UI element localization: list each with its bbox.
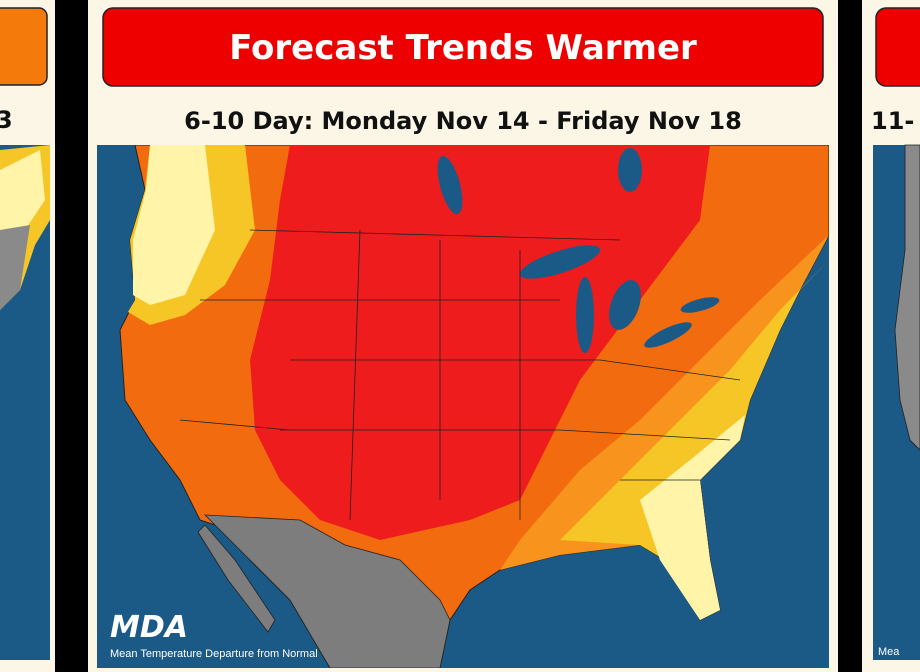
right-panel: 11- Mea bbox=[862, 0, 920, 672]
map-region bbox=[0, 225, 30, 310]
map-region bbox=[640, 415, 745, 620]
panel-header bbox=[102, 7, 824, 87]
map-baja bbox=[197, 524, 276, 633]
map-region bbox=[0, 150, 45, 250]
panel-subtitle: 3 bbox=[0, 106, 13, 134]
lake bbox=[644, 322, 692, 348]
left-panel: 3 bbox=[0, 0, 55, 672]
map-region bbox=[560, 260, 829, 620]
panel-header bbox=[875, 7, 920, 87]
map-land bbox=[894, 144, 920, 451]
map-caption: Mea bbox=[878, 646, 900, 658]
lake bbox=[609, 280, 641, 330]
logo: MDA bbox=[110, 610, 188, 645]
map-region bbox=[250, 145, 710, 540]
map-region bbox=[133, 145, 215, 305]
panel-subtitle: 11- bbox=[871, 107, 914, 135]
lake bbox=[519, 245, 601, 279]
lake bbox=[680, 297, 720, 313]
lake bbox=[618, 148, 642, 192]
panel-header bbox=[0, 7, 48, 86]
state-lines bbox=[179, 229, 741, 521]
map-mexico bbox=[203, 514, 451, 668]
lake bbox=[576, 277, 594, 353]
map: MDA Mean Temperature Departure from Norm… bbox=[97, 145, 829, 668]
panel-subtitle: 6-10 Day: Monday Nov 14 - Friday Nov 18 bbox=[184, 107, 742, 135]
center-panel: Forecast Trends Warmer 6-10 Day: Monday … bbox=[88, 0, 838, 672]
map-caption: Mean Temperature Departure from Normal bbox=[110, 648, 318, 660]
panel-title: Forecast Trends Warmer bbox=[229, 28, 697, 68]
lake bbox=[437, 155, 463, 215]
